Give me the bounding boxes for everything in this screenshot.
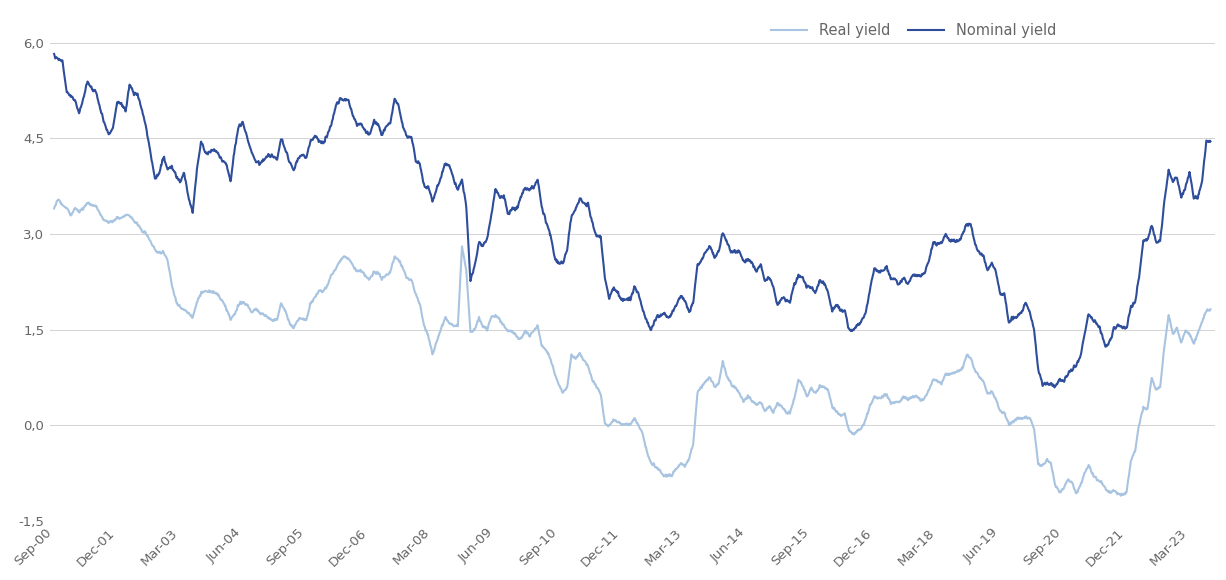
Line: Real yield: Real yield [54,200,1210,496]
Legend: Real yield, Nominal yield: Real yield, Nominal yield [771,24,1056,38]
Line: Nominal yield: Nominal yield [54,54,1210,387]
